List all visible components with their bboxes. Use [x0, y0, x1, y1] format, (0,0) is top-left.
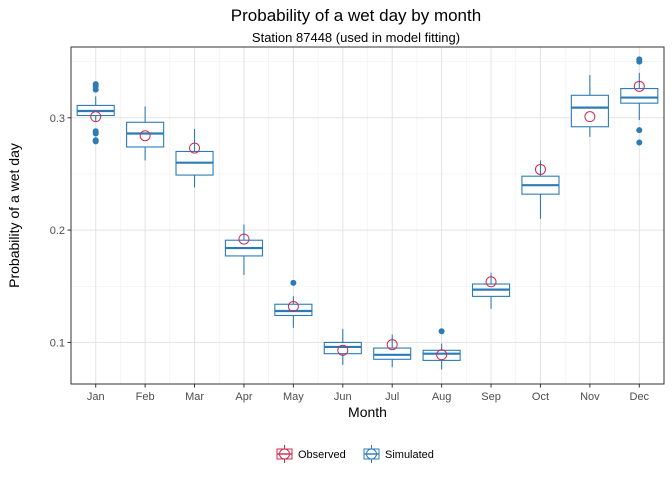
legend-label: Observed: [298, 449, 346, 461]
box-iqr: [373, 347, 412, 360]
y-tick-label: 0.1: [50, 337, 65, 349]
x-tick-label: Jul: [385, 391, 399, 403]
box-apr: [224, 224, 264, 276]
x-tick-label: Jan: [87, 391, 105, 403]
box-iqr: [422, 349, 461, 361]
observed-point-apr: [238, 233, 250, 245]
box-iqr: [620, 88, 659, 104]
observed-point-aug: [436, 349, 448, 361]
x-tick-label: Aug: [432, 391, 452, 403]
box-mar: [175, 129, 214, 188]
observed-point-mar: [189, 142, 201, 154]
legend-label: Simulated: [385, 449, 434, 461]
box-jul: [373, 334, 412, 368]
outlier-point: [92, 130, 99, 137]
x-tick-label: Jun: [334, 391, 352, 403]
box-oct: [521, 160, 560, 219]
legend-marker: [279, 448, 290, 460]
gridlines: [71, 47, 664, 384]
x-axis-title: Month: [348, 404, 387, 420]
observed-point-jan: [90, 111, 102, 123]
x-tick-label: Nov: [580, 391, 600, 403]
box-nov: [570, 75, 609, 137]
chart-subtitle: Station 87448 (used in model fitting): [252, 30, 460, 45]
panel-frame: [70, 46, 665, 385]
x-tick-label: Sep: [481, 391, 501, 403]
x-tick-label: Dec: [630, 391, 650, 403]
legend-item-observed: Observed: [276, 445, 346, 463]
box-iqr: [323, 341, 362, 355]
legend-marker: [366, 448, 377, 460]
legend-item-simulated: Simulated: [363, 445, 434, 463]
outlier-point: [92, 86, 99, 93]
outlier-point: [636, 127, 643, 134]
box-jun: [323, 328, 362, 365]
y-tick-label: 0.2: [50, 225, 65, 237]
box-iqr: [274, 303, 313, 317]
legend: Observed Simulated: [276, 445, 434, 463]
x-tick-label: Mar: [185, 391, 204, 403]
box-jan: [76, 81, 115, 145]
outlier-point: [438, 328, 445, 335]
observed-points: [90, 80, 645, 361]
observed-point-jun: [337, 344, 349, 356]
box-sep: [471, 272, 511, 309]
plot-border: [70, 46, 665, 385]
x-tick-label: Apr: [235, 391, 252, 403]
observed-point-feb: [139, 130, 151, 142]
simulated-boxes: [76, 56, 659, 370]
x-axis-ticks: Jan Feb Mar Apr May Jun Jul Aug Sep Oct Nov Dec: [87, 384, 650, 403]
observed-point-jul: [386, 339, 398, 351]
box-iqr: [126, 121, 165, 148]
observed-point-may: [287, 300, 299, 312]
box-may: [274, 279, 313, 328]
outlier-point: [636, 139, 643, 146]
outlier-point: [290, 279, 297, 286]
x-tick-label: Oct: [532, 391, 549, 403]
box-dec: [620, 56, 659, 146]
y-axis-title: Probability of a wet day: [6, 143, 22, 288]
observed-point-nov: [584, 111, 596, 123]
outlier-point: [636, 58, 643, 65]
observed-point-oct: [534, 163, 546, 175]
y-axis-ticks: 0.1 0.2 0.3: [50, 113, 71, 349]
x-tick-label: May: [283, 391, 304, 403]
box-feb: [126, 106, 165, 161]
observed-point-dec: [633, 80, 645, 92]
x-tick-label: Feb: [136, 391, 155, 403]
chart-title: Probability of a wet day by month: [231, 6, 481, 25]
box-aug: [422, 328, 461, 370]
y-tick-label: 0.3: [50, 113, 65, 125]
observed-point-sep: [485, 276, 497, 288]
outlier-point: [92, 138, 99, 145]
